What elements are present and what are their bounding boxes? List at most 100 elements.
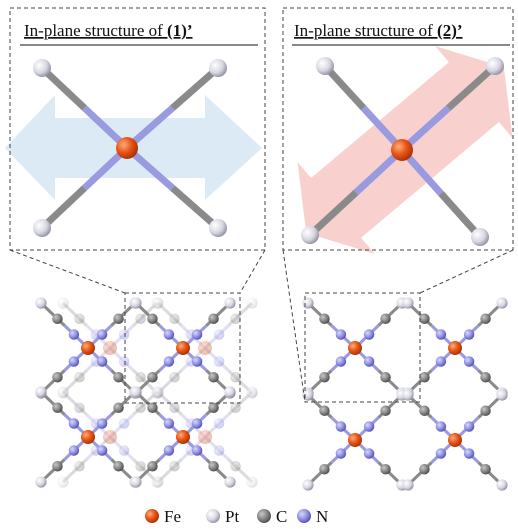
n-atom [97, 356, 108, 367]
n-atom [436, 448, 447, 459]
c-atom [419, 314, 430, 325]
title-label: (2)’ [437, 21, 462, 40]
n-atom [69, 445, 80, 456]
n-atom [192, 418, 203, 429]
fe-atom [348, 341, 362, 355]
c-atom [113, 461, 124, 472]
n-atom [192, 329, 203, 340]
pt-atom [152, 476, 163, 487]
c-atom [135, 314, 146, 325]
fe-atom [103, 430, 117, 444]
c-atom [147, 461, 158, 472]
legend-swatch [297, 509, 311, 523]
n-atom [97, 329, 108, 340]
n-atom [436, 356, 447, 367]
panel-title: In-plane structure of (1)’ [24, 21, 193, 40]
pt-atom [496, 479, 507, 490]
n-atom [69, 418, 80, 429]
pt-atom [209, 59, 227, 77]
pt-atom [152, 386, 163, 397]
n-atom [436, 421, 447, 432]
c-atom [480, 464, 491, 475]
c-atom [52, 403, 63, 414]
c-atom [169, 372, 180, 383]
n-atom [119, 356, 130, 367]
c-atom [419, 372, 430, 383]
c-atom [319, 464, 330, 475]
fe-atom [81, 341, 95, 355]
pt-atom [246, 297, 257, 308]
legend-label: Pt [225, 507, 239, 526]
n-atom [464, 421, 475, 432]
c-atom [380, 372, 391, 383]
c-atom [208, 372, 219, 383]
legend-swatch [145, 509, 159, 523]
c-atom [169, 314, 180, 325]
zoom-line [10, 250, 125, 293]
pt-atom [130, 476, 141, 487]
legend-label: C [276, 507, 287, 526]
c-atom [135, 372, 146, 383]
c-atom [113, 314, 124, 325]
n-atom [97, 418, 108, 429]
n-atom [364, 421, 375, 432]
pt-atom [224, 297, 235, 308]
n-atom [119, 445, 130, 456]
fe-atom [391, 139, 413, 161]
c-atom [380, 314, 391, 325]
n-atom [214, 329, 225, 340]
pt-atom [57, 297, 68, 308]
c-atom [52, 314, 63, 325]
pt-atom [35, 476, 46, 487]
legend-swatch [257, 509, 271, 523]
c-atom [52, 372, 63, 383]
fe-atom [348, 433, 362, 447]
c-atom [319, 314, 330, 325]
c-atom [208, 403, 219, 414]
n-atom [336, 448, 347, 459]
n-atom [69, 356, 80, 367]
c-atom [169, 461, 180, 472]
pt-atom [35, 386, 46, 397]
legend-label: Fe [164, 507, 181, 526]
pt-atom [302, 297, 313, 308]
zoom-box [305, 293, 420, 402]
zoom-line [420, 250, 513, 293]
pt-atom [246, 476, 257, 487]
c-atom [135, 461, 146, 472]
c-atom [230, 461, 241, 472]
c-atom [380, 464, 391, 475]
n-atom [336, 329, 347, 340]
title-prefix: In-plane structure of [294, 21, 437, 40]
c-atom [147, 372, 158, 383]
fe-atom [116, 137, 138, 159]
pt-atom [301, 226, 319, 244]
c-atom [230, 403, 241, 414]
n-atom [364, 356, 375, 367]
c-atom [419, 406, 430, 417]
fe-atom [198, 341, 212, 355]
c-atom [208, 461, 219, 472]
pt-atom [246, 386, 257, 397]
fe-atom [198, 430, 212, 444]
pt-atom [496, 297, 507, 308]
pt-atom [130, 386, 141, 397]
c-atom [230, 372, 241, 383]
n-atom [164, 418, 175, 429]
artwork [5, 21, 518, 490]
c-atom [380, 406, 391, 417]
pt-atom [402, 297, 413, 308]
c-atom [147, 314, 158, 325]
n-atom [214, 356, 225, 367]
fe-atom [176, 430, 190, 444]
fe-atom [81, 430, 95, 444]
n-atom [164, 329, 175, 340]
c-atom [74, 372, 85, 383]
pt-atom [152, 297, 163, 308]
pt-atom [35, 297, 46, 308]
legend-label: N [316, 507, 328, 526]
c-atom [52, 461, 63, 472]
c-atom [113, 403, 124, 414]
c-atom [135, 403, 146, 414]
n-atom [119, 329, 130, 340]
